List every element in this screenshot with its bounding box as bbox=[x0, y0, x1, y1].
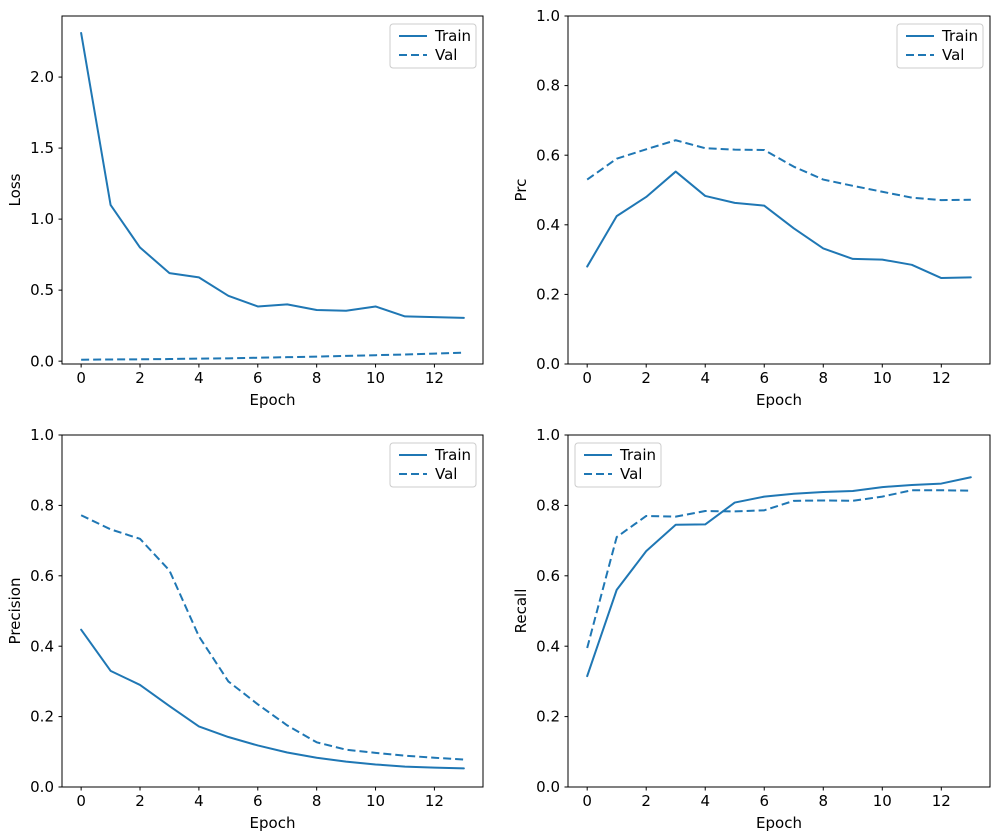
x-tick-label: 0 bbox=[582, 792, 592, 810]
y-tick-label: 0.6 bbox=[30, 567, 54, 585]
x-axis-label: Epoch bbox=[250, 814, 296, 832]
loss-train-line bbox=[80, 32, 465, 319]
y-tick-label: 0.2 bbox=[536, 708, 560, 726]
x-tick-label: 10 bbox=[366, 792, 385, 810]
y-tick-label: 1.0 bbox=[30, 426, 54, 444]
y-tick-label: 1.0 bbox=[30, 210, 54, 228]
y-tick-label: 0.8 bbox=[536, 497, 560, 515]
loss-val-line bbox=[81, 351, 464, 361]
y-tick-label: 0.4 bbox=[30, 637, 54, 655]
x-tick-label: 4 bbox=[700, 792, 710, 810]
y-tick-label: 0.5 bbox=[30, 281, 54, 299]
x-tick-label: 12 bbox=[425, 369, 444, 387]
y-axis-label: Prc bbox=[512, 179, 530, 202]
axes-spines bbox=[567, 434, 991, 788]
x-tick-label: 2 bbox=[135, 792, 145, 810]
legend-train-label: Train bbox=[434, 446, 471, 464]
y-tick-label: 0.0 bbox=[30, 352, 54, 370]
x-tick-label: 4 bbox=[700, 369, 710, 387]
x-tick-label: 12 bbox=[425, 792, 444, 810]
x-tick-label: 6 bbox=[759, 369, 769, 387]
axes-spines bbox=[567, 15, 991, 365]
prc-train-line bbox=[586, 170, 972, 280]
x-tick-label: 8 bbox=[818, 792, 828, 810]
legend-train-label: Train bbox=[434, 27, 471, 45]
x-tick-label: 0 bbox=[76, 369, 86, 387]
chart-precision: 0 2 4 6 8 10 12 0.0 0.2 0.4 0.6 0.8 1.0 Epoch Precisio… bbox=[6, 426, 484, 832]
x-tick-label: 2 bbox=[641, 792, 651, 810]
axes-spines bbox=[61, 434, 484, 788]
prc-val-line bbox=[586, 139, 971, 202]
y-axis-label: Precision bbox=[6, 578, 24, 645]
chart-loss: 0 2 4 6 8 10 12 0.0 0.5 1.0 1.5 2.0 Epoch Loss TrainVa… bbox=[6, 15, 484, 409]
axes-spines bbox=[61, 15, 484, 365]
x-tick-label: 6 bbox=[759, 792, 769, 810]
x-axis-label: Epoch bbox=[756, 391, 802, 409]
chart-recall: 0 2 4 6 8 10 12 0.0 0.2 0.4 0.6 0.8 1.0 Epoch Recall Tr… bbox=[512, 426, 991, 832]
legend-val-label: Val bbox=[435, 465, 457, 483]
y-tick-label: 0.6 bbox=[536, 567, 560, 585]
y-tick-label: 0.8 bbox=[30, 497, 54, 515]
y-tick-label: 1.5 bbox=[30, 139, 54, 157]
x-tick-label: 10 bbox=[873, 369, 892, 387]
y-tick-label: 0.0 bbox=[536, 355, 560, 373]
y-tick-label: 0.4 bbox=[536, 637, 560, 655]
x-tick-label: 2 bbox=[641, 369, 651, 387]
y-axis-label: Recall bbox=[512, 589, 530, 634]
precision-train-line bbox=[80, 628, 465, 770]
y-tick-label: 0.4 bbox=[536, 216, 560, 234]
precision-val-line bbox=[80, 514, 464, 761]
y-tick-label: 0.2 bbox=[30, 708, 54, 726]
x-axis-label: Epoch bbox=[250, 391, 296, 409]
y-axis-label: Loss bbox=[6, 173, 24, 206]
x-tick-label: 8 bbox=[818, 369, 828, 387]
y-tick-label: 0.8 bbox=[536, 77, 560, 95]
recall-val-line bbox=[586, 489, 971, 649]
x-tick-label: 6 bbox=[253, 792, 263, 810]
y-tick-label: 1.0 bbox=[536, 426, 560, 444]
x-tick-label: 12 bbox=[932, 369, 951, 387]
x-tick-label: 0 bbox=[76, 792, 86, 810]
y-tick-label: 2.0 bbox=[30, 68, 54, 86]
legend-val-label: Val bbox=[942, 46, 964, 64]
x-tick-label: 6 bbox=[253, 369, 263, 387]
y-tick-label: 0.6 bbox=[536, 146, 560, 164]
x-axis-label: Epoch bbox=[756, 814, 802, 832]
legend-train-label: Train bbox=[619, 446, 656, 464]
y-tick-label: 1.0 bbox=[536, 7, 560, 25]
x-tick-label: 8 bbox=[312, 792, 322, 810]
x-tick-label: 0 bbox=[582, 369, 592, 387]
x-tick-label: 4 bbox=[194, 792, 204, 810]
legend-val-label: Val bbox=[620, 465, 642, 483]
x-tick-label: 2 bbox=[135, 369, 145, 387]
chart-prc: 0 2 4 6 8 10 12 0.0 0.2 0.4 0.6 0.8 1.0 Epoch Prc Train… bbox=[512, 7, 991, 409]
x-tick-label: 8 bbox=[312, 369, 322, 387]
y-tick-label: 0.0 bbox=[536, 778, 560, 796]
legend-val-label: Val bbox=[435, 46, 457, 64]
y-tick-label: 0.0 bbox=[30, 778, 54, 796]
x-tick-label: 4 bbox=[194, 369, 204, 387]
x-tick-label: 12 bbox=[932, 792, 951, 810]
x-tick-label: 10 bbox=[873, 792, 892, 810]
legend-train-label: Train bbox=[941, 27, 978, 45]
y-tick-label: 0.2 bbox=[536, 286, 560, 304]
recall-train-line bbox=[586, 476, 972, 678]
x-tick-label: 10 bbox=[366, 369, 385, 387]
